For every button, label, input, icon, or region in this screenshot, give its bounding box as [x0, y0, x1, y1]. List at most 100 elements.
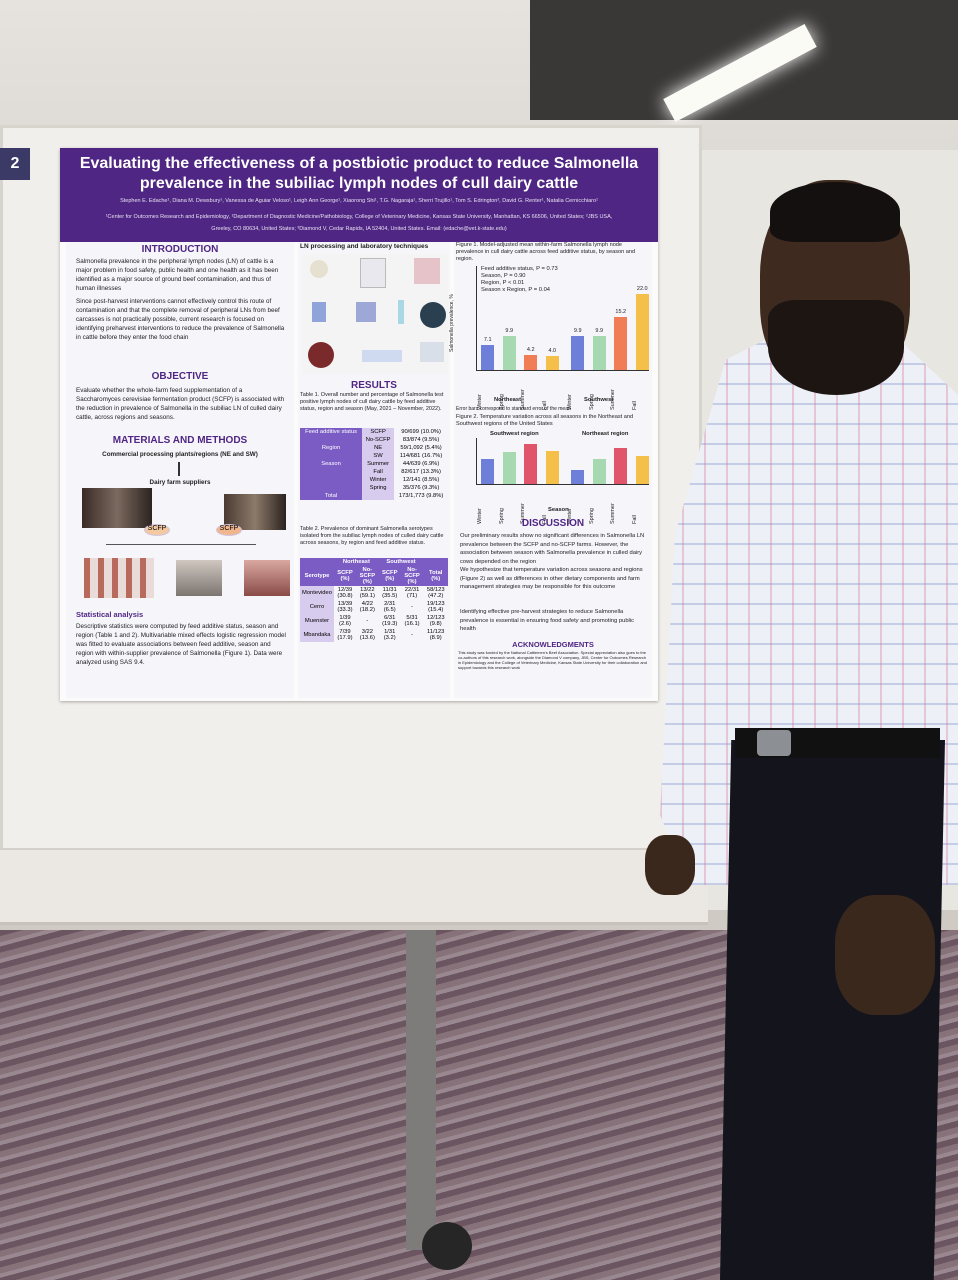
table2-cell: 12/39 (30.8)	[337, 587, 353, 599]
discussion-point-1: Our preliminary results show no signific…	[460, 533, 645, 565]
table2-caption: Table 2. Prevalence of dominant Salmonel…	[300, 526, 444, 546]
pcr-strip-icon	[362, 350, 402, 362]
board-tray	[0, 848, 708, 925]
figure1-x-labels: Winter Spring Summer Fall Winter Spring Summer…	[476, 372, 648, 410]
chart-bar	[524, 355, 538, 370]
table2-cell: 13/39 (33.3)	[337, 601, 353, 613]
table2-cell: 5/31 (16.1)	[404, 615, 420, 627]
chart-data-label: 15.2	[615, 309, 627, 316]
scfp-feed-label: SCFP	[144, 524, 170, 536]
table1-cell: 59/1,092 (5.4%)	[400, 445, 442, 451]
discussion-heading: DISCUSSION	[521, 518, 585, 529]
stats-heading: Statistical analysis	[76, 610, 144, 619]
introduction-point-1: Salmonella prevalence in the peripheral …	[76, 258, 279, 292]
figure1-caption: Figure 1. Model-adjusted mean within-far…	[456, 242, 636, 262]
figure2-bars	[477, 438, 649, 484]
discussion-point-2: We hypothesize that temperature variatio…	[460, 567, 643, 590]
figure1-footnote: Error bars correspond to standard error …	[456, 406, 571, 412]
table1-cell	[300, 436, 363, 444]
table2-cell: Mbandaka	[300, 628, 334, 642]
stand-wheel	[422, 1222, 472, 1270]
lab-heading: LN processing and laboratory techniques	[300, 243, 429, 250]
results-heading: RESULTS	[351, 380, 397, 391]
chart-bar	[592, 335, 606, 370]
poster-affiliation-2: Greeley, CO 80634, United States; ³Diamo…	[211, 226, 507, 232]
figure1-chart: 7.1 9.9 4.2 4.0 9.9 9.9 15.2 22.0 Feed additive…	[476, 266, 649, 371]
acknowledgments-heading: ACKNOWLEDGMENTS	[512, 640, 594, 649]
carcass-line-image	[84, 558, 154, 598]
flow-arrow	[178, 462, 180, 476]
table1-cell: 12/141 (8.5%)	[402, 477, 440, 483]
figure1-bars: 7.1 9.9 4.2 4.0 9.9 9.9 15.2 22.0	[477, 266, 649, 370]
figure1-stat-feed: Feed additive status, P = 0.73	[481, 266, 558, 272]
left-column: INTRODUCTION Salmonella prevalence in th…	[66, 242, 294, 698]
discussion-point-3: Identifying effective pre-harvest strate…	[460, 609, 635, 632]
table1-cell: 114/681 (16.7%)	[399, 453, 443, 459]
table2-cell: 7/39 (17.9)	[337, 629, 353, 641]
chart-bar	[571, 335, 585, 370]
table2-cell: -	[411, 632, 414, 638]
chart-bar	[524, 443, 538, 484]
table1-row: Fall 82/617 (13.3%)	[300, 468, 448, 476]
figure2-chart	[476, 438, 649, 485]
research-poster: Evaluating the effectiveness of a postbi…	[60, 148, 658, 701]
chart-bar	[481, 458, 495, 484]
table2-cell: Montevideo	[300, 586, 334, 600]
table1-row: SW 114/681 (16.7%)	[300, 452, 448, 460]
introduction-heading: INTRODUCTION	[141, 244, 219, 255]
chart-bar	[592, 458, 606, 484]
table1-cell: Spring	[362, 484, 395, 492]
table2-row: Cerro 13/39 (33.3) 4/22 (18.2) 2/31 (6.5) - 1…	[300, 600, 448, 614]
methods-heading: MATERIALS AND METHODS	[112, 435, 248, 446]
table1-row: Region NE 59/1,092 (5.4%)	[300, 444, 448, 452]
table1-cell: NE	[362, 444, 395, 452]
chart-data-label: 7.1	[483, 337, 492, 344]
tsb-bag-icon	[312, 302, 326, 322]
table2-cell: 1/31 (3.2)	[383, 629, 396, 641]
table1-cell: Winter	[362, 476, 395, 484]
chart-bar	[614, 317, 628, 370]
table1-row: Season Summer 44/639 (6.9%)	[300, 460, 448, 468]
introduction-point-2: Since post-harvest interventions cannot …	[76, 298, 285, 341]
chart-data-label: 9.9	[505, 327, 514, 334]
table2-header-cell: No-SCFP (%)	[400, 566, 424, 586]
table1-cell: SCFP	[362, 428, 395, 436]
cattle-photo-left	[82, 488, 152, 528]
table1-cell: Feed additive status	[300, 428, 363, 436]
pulverization-icon	[414, 258, 440, 284]
person-right-hand	[835, 895, 935, 1015]
beaker-icon	[360, 258, 386, 288]
table1-row: Feed additive status SCFP 90/699 (10.0%)	[300, 428, 448, 436]
table2-header-cell: SCFP (%)	[333, 566, 356, 586]
noscfp-feed-label: SCFP	[216, 524, 242, 536]
figure1-region-sw: Southwest	[584, 397, 614, 403]
chart-data-label: 9.9	[595, 327, 604, 334]
table1-cell: 35/376 (9.3%)	[402, 485, 440, 491]
table2-cell: -	[366, 618, 369, 624]
methods-suppliers-label: Dairy farm suppliers	[149, 479, 211, 486]
table1-row: Spring 35/376 (9.3%)	[300, 484, 448, 492]
table1-row: Winter 12/141 (8.5%)	[300, 476, 448, 484]
table1-cell: No-SCFP	[362, 436, 395, 444]
table2-header-cell: SCFP (%)	[378, 566, 401, 586]
chart-data-label: 4.0	[548, 348, 557, 355]
pcr-machine-icon	[420, 342, 444, 362]
lab-diagram	[302, 254, 448, 374]
objective-text: Evaluate whether the whole-farm feed sup…	[76, 387, 285, 421]
table1-cell: Region	[300, 444, 363, 452]
table1-cell	[300, 468, 363, 476]
table2: Northeast Southwest Serotype SCFP (%) No-S…	[300, 558, 448, 642]
sample-dish-icon	[310, 260, 328, 278]
table2-row: Mbandaka 7/39 (17.9) 3/22 (13.6) 1/31 (3.2)…	[300, 628, 448, 642]
figure1-stats: Feed additive status, P = 0.73 Season, P…	[481, 266, 601, 294]
table2-cell: Cerro	[300, 600, 334, 614]
figure2-x-labels: Winter Spring Summer Fall Winter Spring Summer…	[476, 486, 648, 524]
table1-cell: Season	[300, 460, 363, 468]
chart-bar	[502, 451, 516, 484]
table1-row: No-SCFP 83/874 (9.5%)	[300, 436, 448, 444]
table1: Feed additive status SCFP 90/699 (10.0%) No…	[300, 428, 448, 500]
chart-bar	[481, 345, 495, 370]
table1-cell: 83/874 (9.5%)	[402, 437, 440, 443]
table2-group-ne: Northeast	[333, 558, 379, 566]
chart-data-label: 4.2	[526, 347, 535, 354]
